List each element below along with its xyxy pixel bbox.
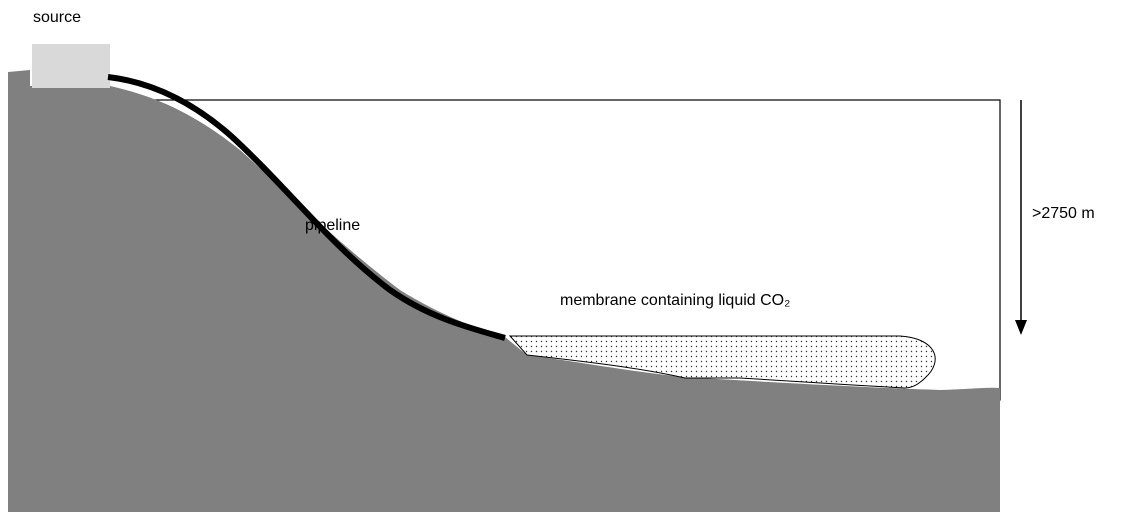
pipeline-label: pipeline xyxy=(305,217,360,234)
pipeline xyxy=(107,74,506,341)
arrow-head xyxy=(1015,320,1027,335)
membrane xyxy=(508,335,936,389)
source-label: source xyxy=(33,9,81,26)
source-box xyxy=(32,44,110,88)
membrane-label: membrane containing liquid CO₂ xyxy=(560,292,790,309)
terrain xyxy=(8,70,1000,512)
depth-label: >2750 m xyxy=(1032,205,1095,222)
